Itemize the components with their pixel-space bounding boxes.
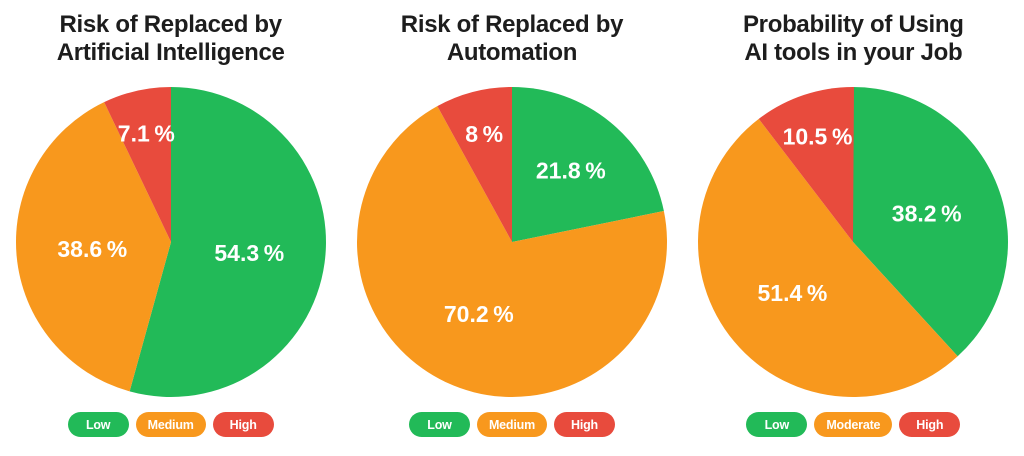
chart-title: Probability of Using AI tools in your Jo… [742,11,964,66]
pie-slice-low [853,87,1009,357]
pie-chart: 54.3 % 38.6 % 7.1 % [15,87,326,397]
pie-slice-low [511,87,664,242]
pie-slice-high [759,86,855,242]
pie-slice-high [437,87,512,242]
legend-pill-low: Low [408,412,470,437]
pie-slice-medium [15,102,171,392]
chart-legend: Low Medium High [0,412,341,437]
slice-value-label: 70.2 % [444,301,514,327]
legend-pill-moderate: Moderate [814,412,893,437]
slice-value-label: 38.6 % [57,236,127,262]
slice-value-label: 38.2 % [892,201,962,227]
legend-pill-medium: Medium [135,412,206,437]
legend-pill-medium: Medium [476,412,547,437]
slice-value-label: 7.1 % [117,120,174,146]
slice-value-label: 10.5 % [783,123,853,149]
legend-pill-high: High [212,412,274,437]
pie-chart: 21.8 % 70.2 % 8 % [356,87,667,397]
chart-title: Risk of Replaced by Artificial Intellige… [56,11,285,66]
legend-pill-high: High [899,412,961,437]
pie-slice-medium [356,106,667,397]
slice-value-label: 21.8 % [536,157,606,183]
chart-title: Risk of Replaced by Automation [400,11,624,66]
chart-probability-using-ai-tools: Probability of Using AI tools in your Jo… [683,0,1024,456]
slice-value-label: 51.4 % [758,280,828,306]
slice-value-label: 54.3 % [214,240,284,266]
pie-slice-high [103,87,171,242]
slice-value-label: 8 % [465,121,503,147]
legend-pill-low: Low [67,412,129,437]
pie-chart: 38.2 % 51.4 % 10.5 % [698,86,1009,397]
legend-pill-low: Low [746,412,808,437]
legend-pill-high: High [554,412,615,437]
chart-legend: Low Medium High [341,412,682,437]
pie-slice-moderate [698,118,958,397]
chart-risk-artificial-intelligence: Risk of Replaced by Artificial Intellige… [0,0,341,456]
chart-legend: Low Moderate High [683,412,1024,437]
pie-slice-low [129,87,326,397]
chart-risk-automation: Risk of Replaced by Automation 21.8 % 70.… [341,0,682,456]
